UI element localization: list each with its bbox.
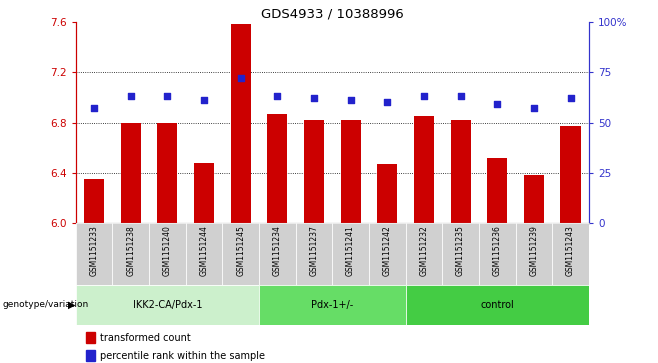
Bar xyxy=(405,223,442,285)
Text: IKK2-CA/Pdx-1: IKK2-CA/Pdx-1 xyxy=(132,300,202,310)
Bar xyxy=(149,223,186,285)
Text: GSM1151233: GSM1151233 xyxy=(89,225,99,276)
Text: Pdx-1+/-: Pdx-1+/- xyxy=(311,300,353,310)
Bar xyxy=(120,122,141,223)
Text: GSM1151241: GSM1151241 xyxy=(346,225,355,276)
Point xyxy=(528,106,539,111)
Bar xyxy=(230,24,251,223)
Point xyxy=(126,93,136,99)
Bar xyxy=(76,223,113,285)
Text: ▶: ▶ xyxy=(68,300,76,310)
Bar xyxy=(414,116,434,223)
Point xyxy=(345,97,356,103)
Text: GSM1151235: GSM1151235 xyxy=(456,225,465,276)
Point xyxy=(162,93,172,99)
Bar xyxy=(157,122,178,223)
Text: GSM1151234: GSM1151234 xyxy=(273,225,282,276)
Bar xyxy=(451,120,470,223)
Bar xyxy=(524,175,544,223)
Text: GSM1151237: GSM1151237 xyxy=(309,225,318,276)
Bar xyxy=(86,332,95,343)
Bar xyxy=(259,223,295,285)
Bar xyxy=(186,223,222,285)
Bar xyxy=(267,114,288,223)
Point xyxy=(492,102,503,107)
Text: GSM1151245: GSM1151245 xyxy=(236,225,245,276)
Bar xyxy=(113,223,149,285)
Text: GSM1151240: GSM1151240 xyxy=(163,225,172,276)
Bar xyxy=(377,164,397,223)
Text: GSM1151243: GSM1151243 xyxy=(566,225,575,276)
Bar xyxy=(405,285,589,325)
Text: percentile rank within the sample: percentile rank within the sample xyxy=(100,351,265,361)
Bar xyxy=(516,223,552,285)
Bar xyxy=(442,223,479,285)
Point xyxy=(565,95,576,101)
Point xyxy=(199,97,209,103)
Point xyxy=(272,93,282,99)
Bar xyxy=(295,223,332,285)
Point xyxy=(236,75,246,81)
Text: genotype/variation: genotype/variation xyxy=(3,301,89,309)
Bar xyxy=(259,285,405,325)
Point xyxy=(418,93,429,99)
Bar xyxy=(86,350,95,361)
Bar xyxy=(332,223,369,285)
Text: GSM1151239: GSM1151239 xyxy=(530,225,538,276)
Point xyxy=(382,99,393,105)
Bar xyxy=(194,163,214,223)
Text: transformed count: transformed count xyxy=(100,333,191,343)
Title: GDS4933 / 10388996: GDS4933 / 10388996 xyxy=(261,8,403,21)
Text: GSM1151244: GSM1151244 xyxy=(199,225,209,276)
Point xyxy=(89,106,99,111)
Bar xyxy=(552,223,589,285)
Bar xyxy=(341,120,361,223)
Bar xyxy=(76,285,259,325)
Bar xyxy=(84,179,104,223)
Bar xyxy=(561,126,580,223)
Point xyxy=(309,95,319,101)
Text: GSM1151232: GSM1151232 xyxy=(419,225,428,276)
Text: GSM1151236: GSM1151236 xyxy=(493,225,502,276)
Bar xyxy=(487,158,507,223)
Text: GSM1151238: GSM1151238 xyxy=(126,225,135,276)
Bar xyxy=(304,120,324,223)
Bar xyxy=(479,223,516,285)
Text: control: control xyxy=(480,300,514,310)
Bar xyxy=(222,223,259,285)
Bar xyxy=(369,223,405,285)
Text: GSM1151242: GSM1151242 xyxy=(383,225,392,276)
Point xyxy=(455,93,466,99)
